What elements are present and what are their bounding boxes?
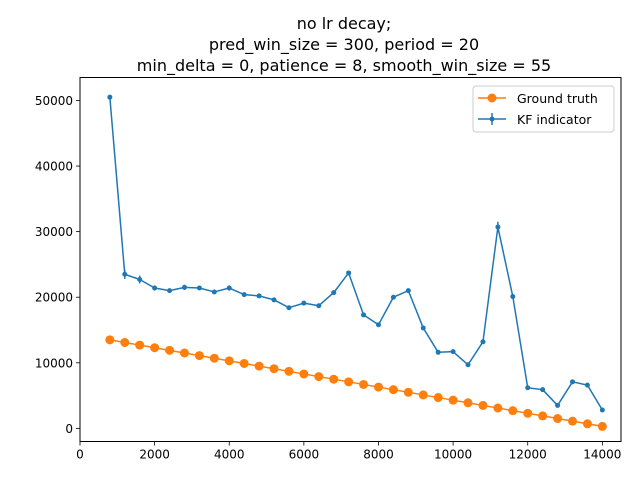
kf-indicator-point <box>226 285 232 291</box>
ground-truth-point <box>224 356 234 366</box>
ground-truth-point <box>165 345 175 355</box>
ground-truth-point <box>508 406 518 416</box>
ground-truth-point <box>463 398 473 408</box>
y-tick-label: 30000 <box>35 225 73 239</box>
kf-indicator-point <box>525 385 531 391</box>
ground-truth-point <box>538 411 548 421</box>
ground-truth-point <box>359 379 369 389</box>
ground-truth-line <box>109 339 603 428</box>
legend-box <box>472 85 615 133</box>
ground-truth-point <box>478 400 488 410</box>
kf-indicator-point <box>375 322 381 328</box>
kf-indicator-point <box>181 284 187 290</box>
axis-ticks: 0 2000 4000 6000 8000 10000 12000 14000 0 10000 20… <box>35 94 622 462</box>
plot-area <box>105 94 607 431</box>
x-tick-label: 6000 <box>289 448 320 462</box>
ground-truth-point <box>597 421 607 431</box>
ground-truth-point <box>329 374 339 384</box>
kf-indicator-point <box>420 325 426 331</box>
ground-truth-point <box>254 361 264 371</box>
ground-truth-point <box>344 377 354 387</box>
kf-indicator-point <box>152 285 158 291</box>
ground-truth-point <box>209 353 219 363</box>
kf-indicator-point <box>569 379 575 385</box>
kf-indicator-point <box>555 402 561 408</box>
x-tick-label: 14000 <box>583 448 621 462</box>
kf-indicator-point <box>346 270 352 276</box>
ground-truth-point <box>269 364 279 374</box>
kf-indicator-point <box>256 293 262 299</box>
kf-indicator-point <box>540 387 546 393</box>
ground-truth-point <box>120 337 130 347</box>
kf-indicator-point <box>107 94 113 100</box>
x-tick-label: 0 <box>76 448 84 462</box>
kf-indicator-point <box>480 339 486 345</box>
kf-indicator-point <box>435 349 441 355</box>
y-tick-label: 40000 <box>35 160 73 174</box>
legend-ground-truth-label: Ground truth <box>517 91 598 106</box>
kf-indicator-point <box>122 271 128 277</box>
ground-truth-point <box>388 385 398 395</box>
x-tick-label: 4000 <box>214 448 245 462</box>
kf-indicator-point <box>331 290 337 296</box>
title-line-2: pred_win_size = 300, period = 20 <box>209 35 479 55</box>
ground-truth-point <box>284 366 294 376</box>
x-tick-label: 8000 <box>363 448 394 462</box>
ground-truth-point <box>135 340 145 350</box>
ground-truth-point <box>179 348 189 358</box>
kf-indicator-point <box>286 305 292 311</box>
y-tick-label: 50000 <box>35 94 73 108</box>
ground-truth-point <box>105 335 115 345</box>
kf-indicator-point <box>465 362 471 368</box>
x-tick-label: 10000 <box>434 448 472 462</box>
kf-indicator-point <box>271 297 277 303</box>
ground-truth-point <box>493 403 503 413</box>
ground-truth-point <box>582 419 592 429</box>
title-line-1: no lr decay; <box>297 14 392 33</box>
ground-truth-point <box>553 414 563 424</box>
kf-indicator-line <box>109 97 603 411</box>
legend: Ground truth KF indicator <box>472 85 615 133</box>
kf-indicator-point <box>301 300 307 306</box>
ground-truth-point <box>403 387 413 397</box>
y-tick-label: 10000 <box>35 356 73 370</box>
kf-indicator-point <box>137 277 143 283</box>
kf-indicator-point <box>584 382 590 388</box>
ground-truth-point <box>239 358 249 368</box>
ground-truth-point <box>433 393 443 403</box>
ground-truth-point <box>299 369 309 379</box>
kf-indicator-point <box>361 312 367 318</box>
kf-indicator-point <box>495 224 501 230</box>
kf-indicator-point <box>599 407 605 413</box>
kf-indicator-point <box>241 292 247 298</box>
legend-kf-indicator-label: KF indicator <box>517 112 592 127</box>
kf-indicator-point <box>196 285 202 291</box>
legend-ground-truth-marker <box>487 93 497 103</box>
legend-kf-indicator-marker <box>489 116 495 122</box>
ground-truth-point <box>523 408 533 418</box>
kf-indicator-point <box>390 294 396 300</box>
x-tick-label: 2000 <box>139 448 170 462</box>
ground-truth-point <box>418 390 428 400</box>
kf-indicator-point <box>167 288 173 294</box>
ground-truth-point <box>150 343 160 353</box>
kf-indicator-point <box>405 288 411 294</box>
x-tick-label: 12000 <box>509 448 547 462</box>
ground-truth-point <box>373 382 383 392</box>
kf-indicator-point <box>316 303 322 309</box>
kf-indicator-point <box>450 349 456 355</box>
axes-frame <box>79 77 622 442</box>
kf-indicator-point <box>211 289 217 295</box>
y-tick-label: 0 <box>65 422 73 436</box>
kf-indicator-point <box>510 294 516 300</box>
ground-truth-point <box>448 395 458 405</box>
ground-truth-point <box>567 416 577 426</box>
ground-truth-point <box>194 351 204 361</box>
title-line-3: min_delta = 0, patience = 8, smooth_win_… <box>137 56 551 76</box>
ground-truth-point <box>314 372 324 382</box>
chart-title: no lr decay; pred_win_size = 300, period… <box>137 14 551 76</box>
y-tick-label: 20000 <box>35 291 73 305</box>
